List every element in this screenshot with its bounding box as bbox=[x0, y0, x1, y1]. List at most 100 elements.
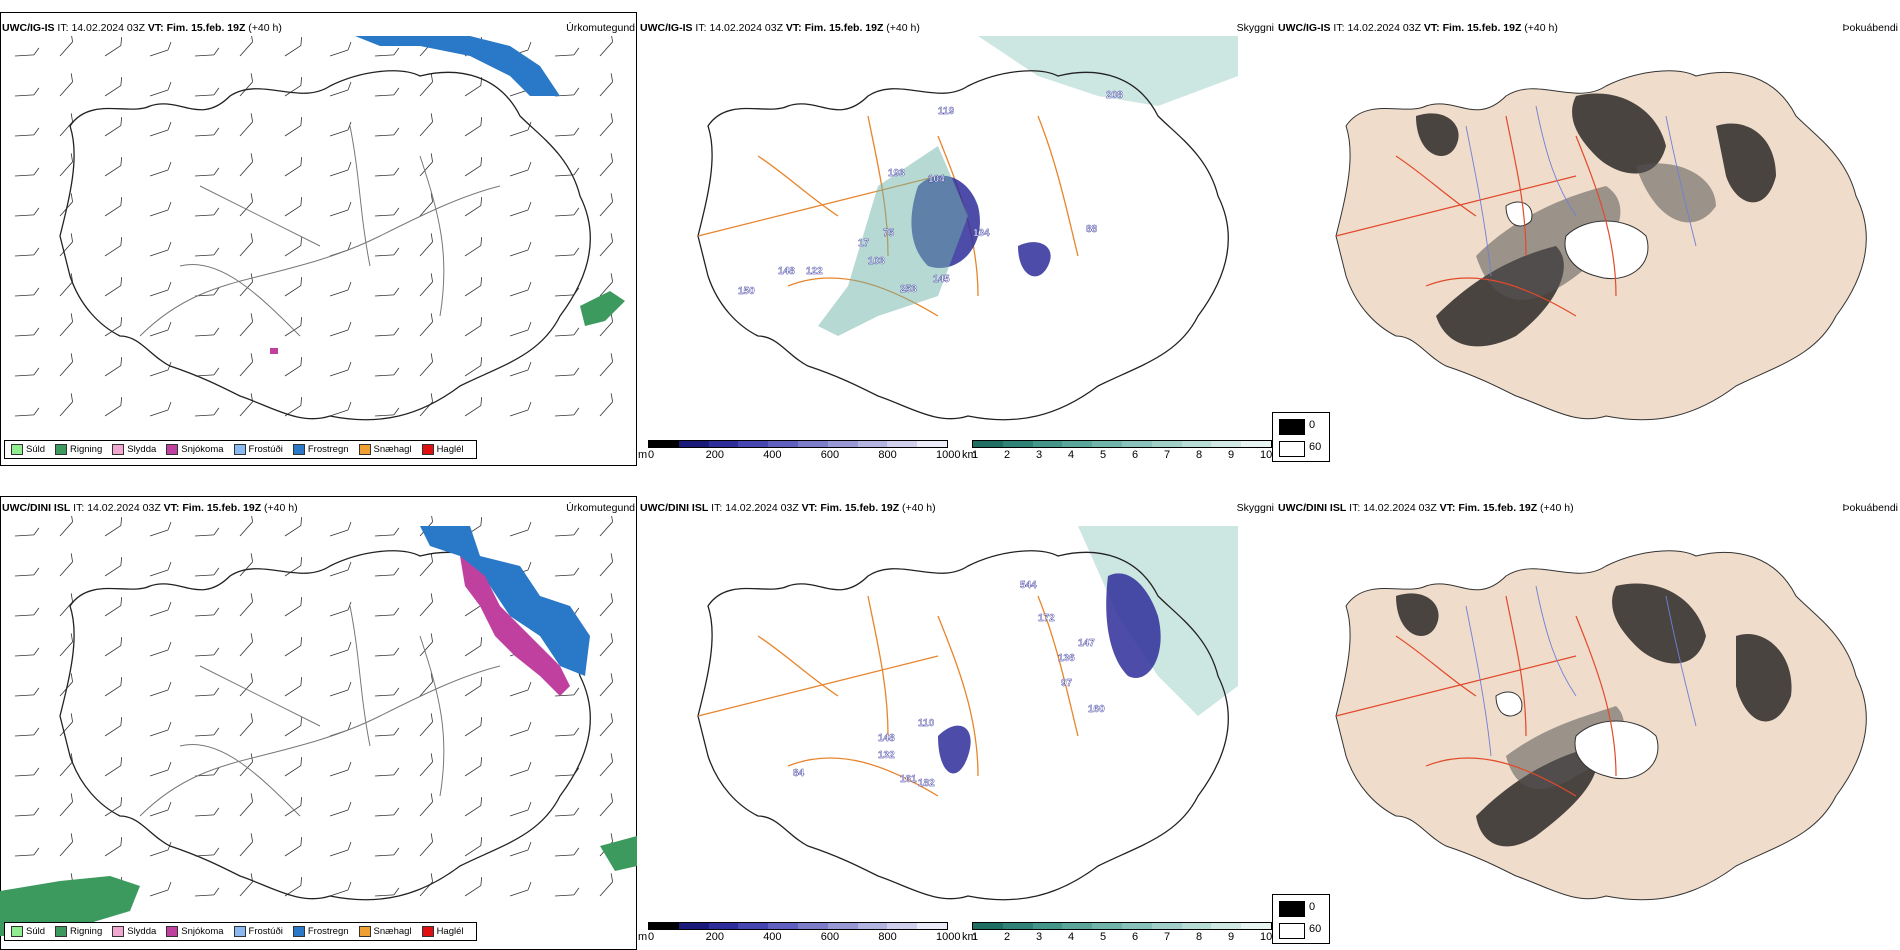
wind-barb-tick bbox=[213, 567, 220, 576]
wind-barb-tick bbox=[250, 713, 253, 722]
legend-label: Snjókoma bbox=[181, 926, 224, 937]
colorbar-segment bbox=[649, 923, 679, 929]
wind-barb bbox=[239, 801, 253, 817]
cloud-base-label: 84 bbox=[793, 768, 805, 779]
fog-legend-box bbox=[1279, 923, 1305, 939]
wind-barb-tick bbox=[120, 117, 123, 126]
issue-time: 14.02.2024 03Z bbox=[1347, 22, 1421, 34]
legend-label: Frostúði bbox=[248, 444, 283, 455]
wind-barb bbox=[374, 254, 394, 257]
legend-label: Rigning bbox=[70, 444, 103, 455]
wind-barb bbox=[464, 125, 482, 137]
cloud-base-label: 145 bbox=[933, 274, 950, 285]
wind-barb-tick bbox=[527, 241, 532, 251]
wind-barb bbox=[104, 725, 122, 737]
wind-barb-tick bbox=[300, 397, 303, 406]
wind-barb-tick bbox=[347, 801, 352, 811]
wind-barb bbox=[419, 561, 433, 577]
wind-barb-tick bbox=[480, 757, 483, 766]
wind-barb bbox=[14, 694, 34, 697]
wind-barb-tick bbox=[70, 313, 73, 322]
wind-barb-tick bbox=[430, 516, 433, 522]
colorbar-segment bbox=[678, 441, 709, 447]
wind-barb bbox=[284, 125, 302, 137]
colorbar-segment bbox=[649, 441, 679, 447]
wind-barb-tick bbox=[480, 277, 483, 286]
legend-label: Haglél bbox=[436, 444, 464, 455]
wind-barb bbox=[374, 414, 394, 417]
it-label: IT: bbox=[1333, 22, 1345, 34]
panel-title: Skyggni bbox=[1236, 502, 1274, 514]
wind-barb-tick bbox=[167, 721, 172, 731]
wind-barb-tick bbox=[393, 247, 400, 256]
colorbar-tick: 3 bbox=[1036, 931, 1043, 943]
wind-barb-tick bbox=[610, 36, 613, 42]
wind-barb-tick bbox=[120, 317, 123, 326]
cloud-base-label: 148 bbox=[878, 733, 895, 744]
panel-title: Úrkomutegund bbox=[566, 502, 635, 514]
fog-legend-label: 0 bbox=[1309, 419, 1316, 431]
colorbar-segment bbox=[1121, 923, 1152, 929]
wind-barb bbox=[419, 321, 433, 337]
cloud-base-label: 172 bbox=[1038, 613, 1055, 624]
wind-barb-tick bbox=[430, 73, 433, 82]
vis-header-bottom: UWC/DINI ISL IT: 14.02.2024 03Z VT: Fim.… bbox=[638, 500, 1276, 516]
issue-time: 14.02.2024 03Z bbox=[725, 502, 799, 514]
wind-barb bbox=[374, 134, 394, 137]
road-network bbox=[139, 125, 501, 337]
wind-barb bbox=[59, 361, 73, 377]
wind-barb bbox=[554, 534, 574, 537]
wind-barb-tick bbox=[250, 36, 253, 42]
wind-barb bbox=[374, 374, 394, 377]
legend-swatch bbox=[55, 926, 68, 937]
lead-time: (+40 h) bbox=[1540, 502, 1574, 514]
precip-map-top bbox=[14, 36, 625, 421]
road-network bbox=[697, 595, 1079, 797]
wind-barbs bbox=[14, 516, 613, 897]
wind-barb-tick bbox=[300, 597, 303, 606]
wind-barb bbox=[194, 334, 214, 337]
wind-barb-tick bbox=[300, 717, 303, 726]
wind-barb-tick bbox=[393, 207, 400, 216]
wind-barb bbox=[374, 334, 394, 337]
wind-barb-tick bbox=[70, 713, 73, 722]
wind-barb-tick bbox=[393, 887, 400, 896]
wind-barb bbox=[599, 281, 613, 297]
wind-barb-tick bbox=[250, 233, 253, 242]
wind-barb bbox=[239, 281, 253, 297]
valid-time: Fim. 15.feb. 19Z bbox=[182, 502, 262, 514]
wind-barb bbox=[239, 321, 253, 337]
wind-barb-tick bbox=[430, 713, 433, 722]
wind-barb-tick bbox=[573, 87, 580, 96]
cloud-base-label: 103 bbox=[868, 256, 885, 267]
wind-barb bbox=[464, 205, 482, 217]
wind-barb bbox=[149, 529, 169, 537]
wind-barb bbox=[194, 814, 214, 817]
legend-swatch bbox=[421, 444, 434, 455]
legend-label: Frostregn bbox=[307, 444, 349, 455]
wind-barb-tick bbox=[527, 401, 532, 411]
wind-barb bbox=[329, 209, 349, 217]
wind-barb-tick bbox=[610, 713, 613, 722]
legend-label: Slydda bbox=[127, 926, 157, 937]
wind-barb bbox=[599, 121, 613, 137]
colorbar-segment bbox=[738, 923, 769, 929]
wind-barb bbox=[194, 414, 214, 417]
vis-map-bottom: 544 172 136 97 160 148 132 161 182 147 110 84 bbox=[697, 526, 1238, 901]
wind-barb-tick bbox=[610, 833, 613, 842]
wind-barb bbox=[374, 694, 394, 697]
wind-barb bbox=[14, 854, 34, 857]
wind-barb bbox=[284, 645, 302, 657]
wind-barb-tick bbox=[213, 887, 220, 896]
wind-barb bbox=[239, 81, 253, 97]
wind-barb-tick bbox=[167, 201, 172, 211]
wind-barb bbox=[599, 361, 613, 377]
wind-barb-tick bbox=[70, 833, 73, 842]
wind-barb-tick bbox=[167, 321, 172, 331]
wind-barb-tick bbox=[610, 113, 613, 122]
wind-barb-tick bbox=[167, 281, 172, 291]
wind-barb bbox=[554, 334, 574, 337]
wind-barb bbox=[149, 569, 169, 577]
wind-barb-tick bbox=[610, 193, 613, 202]
wind-barb-tick bbox=[250, 313, 253, 322]
